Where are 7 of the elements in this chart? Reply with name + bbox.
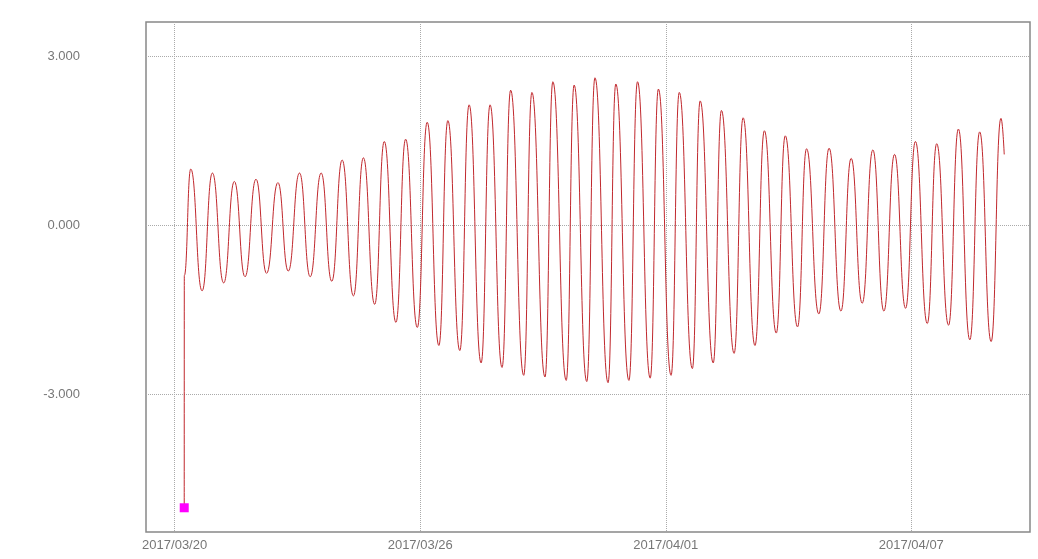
x-tick-label: 2017/04/07 xyxy=(878,537,944,552)
y-tick-label: -3.000 xyxy=(43,386,80,402)
x-tick-label: 2017/03/26 xyxy=(387,537,453,552)
x-tick-label: 2017/04/01 xyxy=(633,537,699,552)
y-tick-label: 3.000 xyxy=(47,48,80,64)
x-tick-label: 2017/03/20 xyxy=(142,537,208,552)
y-tick-label: 0.000 xyxy=(47,217,80,233)
